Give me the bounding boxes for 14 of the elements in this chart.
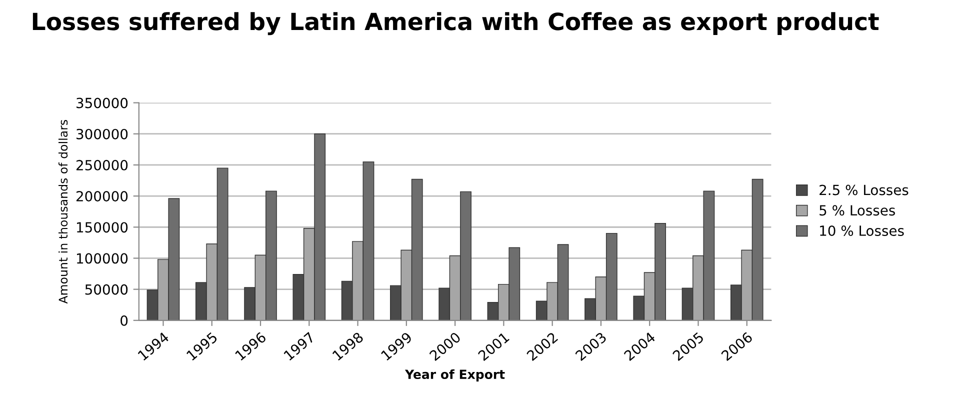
y-tick-label: 150000 xyxy=(77,222,128,233)
y-axis-title: Amount in thousands of dollars xyxy=(58,120,68,304)
x-axis-title: Year of Export xyxy=(404,369,505,382)
chart-title: Losses suffered by Latin America with Coffee as export product xyxy=(32,12,879,36)
y-tick-label: 0 xyxy=(120,315,128,326)
y-tick-label: 350000 xyxy=(76,98,128,108)
legend-label: 10 % Losses xyxy=(820,225,904,236)
y-tick-label: 250000 xyxy=(76,160,128,170)
legend-label: 5 % Losses xyxy=(820,205,895,216)
legend-label: 2.5 % Losses xyxy=(820,184,908,196)
y-tick-label: 100000 xyxy=(77,253,128,264)
y-tick-label: 200000 xyxy=(76,191,128,202)
y-tick-label: 300000 xyxy=(76,128,128,140)
y-tick-label: 50000 xyxy=(85,284,128,295)
